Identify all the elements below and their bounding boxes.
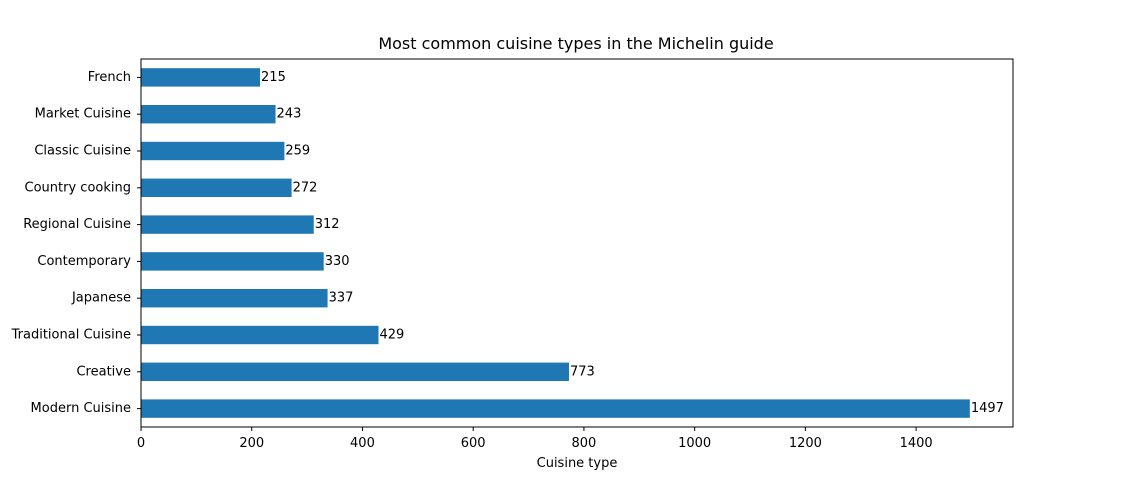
y-tick-label: Creative	[76, 364, 131, 379]
x-tick-label: 800	[572, 436, 597, 451]
data-labels-group: 215 243 259 272 312 330 337 429 773 1497	[261, 70, 1004, 416]
bar-japanese	[141, 289, 328, 308]
x-tick-label: 600	[461, 436, 486, 451]
bar-classic-cuisine	[141, 141, 285, 161]
y-tick-label: Contemporary	[37, 254, 131, 269]
data-label: 215	[261, 70, 286, 85]
data-label: 312	[315, 217, 340, 232]
y-tick-label: Regional Cuisine	[23, 217, 131, 232]
y-tick-label: Classic Cuisine	[34, 144, 131, 159]
x-tick-label: 200	[239, 436, 264, 451]
bar-market-cuisine	[141, 105, 276, 124]
data-label: 259	[285, 144, 310, 159]
data-label: 243	[277, 107, 302, 122]
data-label: 1497	[971, 401, 1004, 416]
bar-country-cooking	[141, 178, 292, 197]
x-tick-label: 1400	[900, 436, 933, 451]
x-tick-label: 0	[137, 436, 145, 451]
y-axis: French Market Cuisine Classic Cuisine Count…	[11, 70, 141, 416]
y-tick-label: Traditional Cuisine	[11, 328, 131, 343]
bars-group	[141, 68, 970, 418]
data-label: 272	[293, 180, 318, 195]
y-tick-label: Japanese	[71, 291, 131, 306]
y-tick-label: Market Cuisine	[35, 107, 131, 122]
x-tick-label: 400	[350, 436, 375, 451]
x-tick-label: 1200	[789, 436, 822, 451]
x-axis: 0 200 400 600 800 1000 1200 1400	[137, 427, 933, 451]
y-tick-label: Country cooking	[25, 180, 131, 195]
bar-contemporary	[141, 252, 324, 271]
data-label: 330	[325, 254, 350, 269]
bar-regional-cuisine	[141, 215, 314, 234]
data-label: 429	[380, 328, 405, 343]
plot-frame	[140, 58, 1014, 428]
chart-title: Most common cuisine types in the Micheli…	[378, 34, 773, 53]
bar-traditional-cuisine	[141, 325, 379, 345]
bar-french	[141, 68, 261, 87]
data-label: 773	[570, 364, 595, 379]
x-axis-label: Cuisine type	[537, 456, 618, 471]
bar-modern-cuisine	[141, 399, 970, 418]
x-tick-label: 1000	[678, 436, 711, 451]
y-tick-label: French	[88, 70, 131, 85]
data-label: 337	[329, 291, 354, 306]
bar-creative	[141, 362, 569, 381]
y-tick-label: Modern Cuisine	[31, 401, 131, 416]
